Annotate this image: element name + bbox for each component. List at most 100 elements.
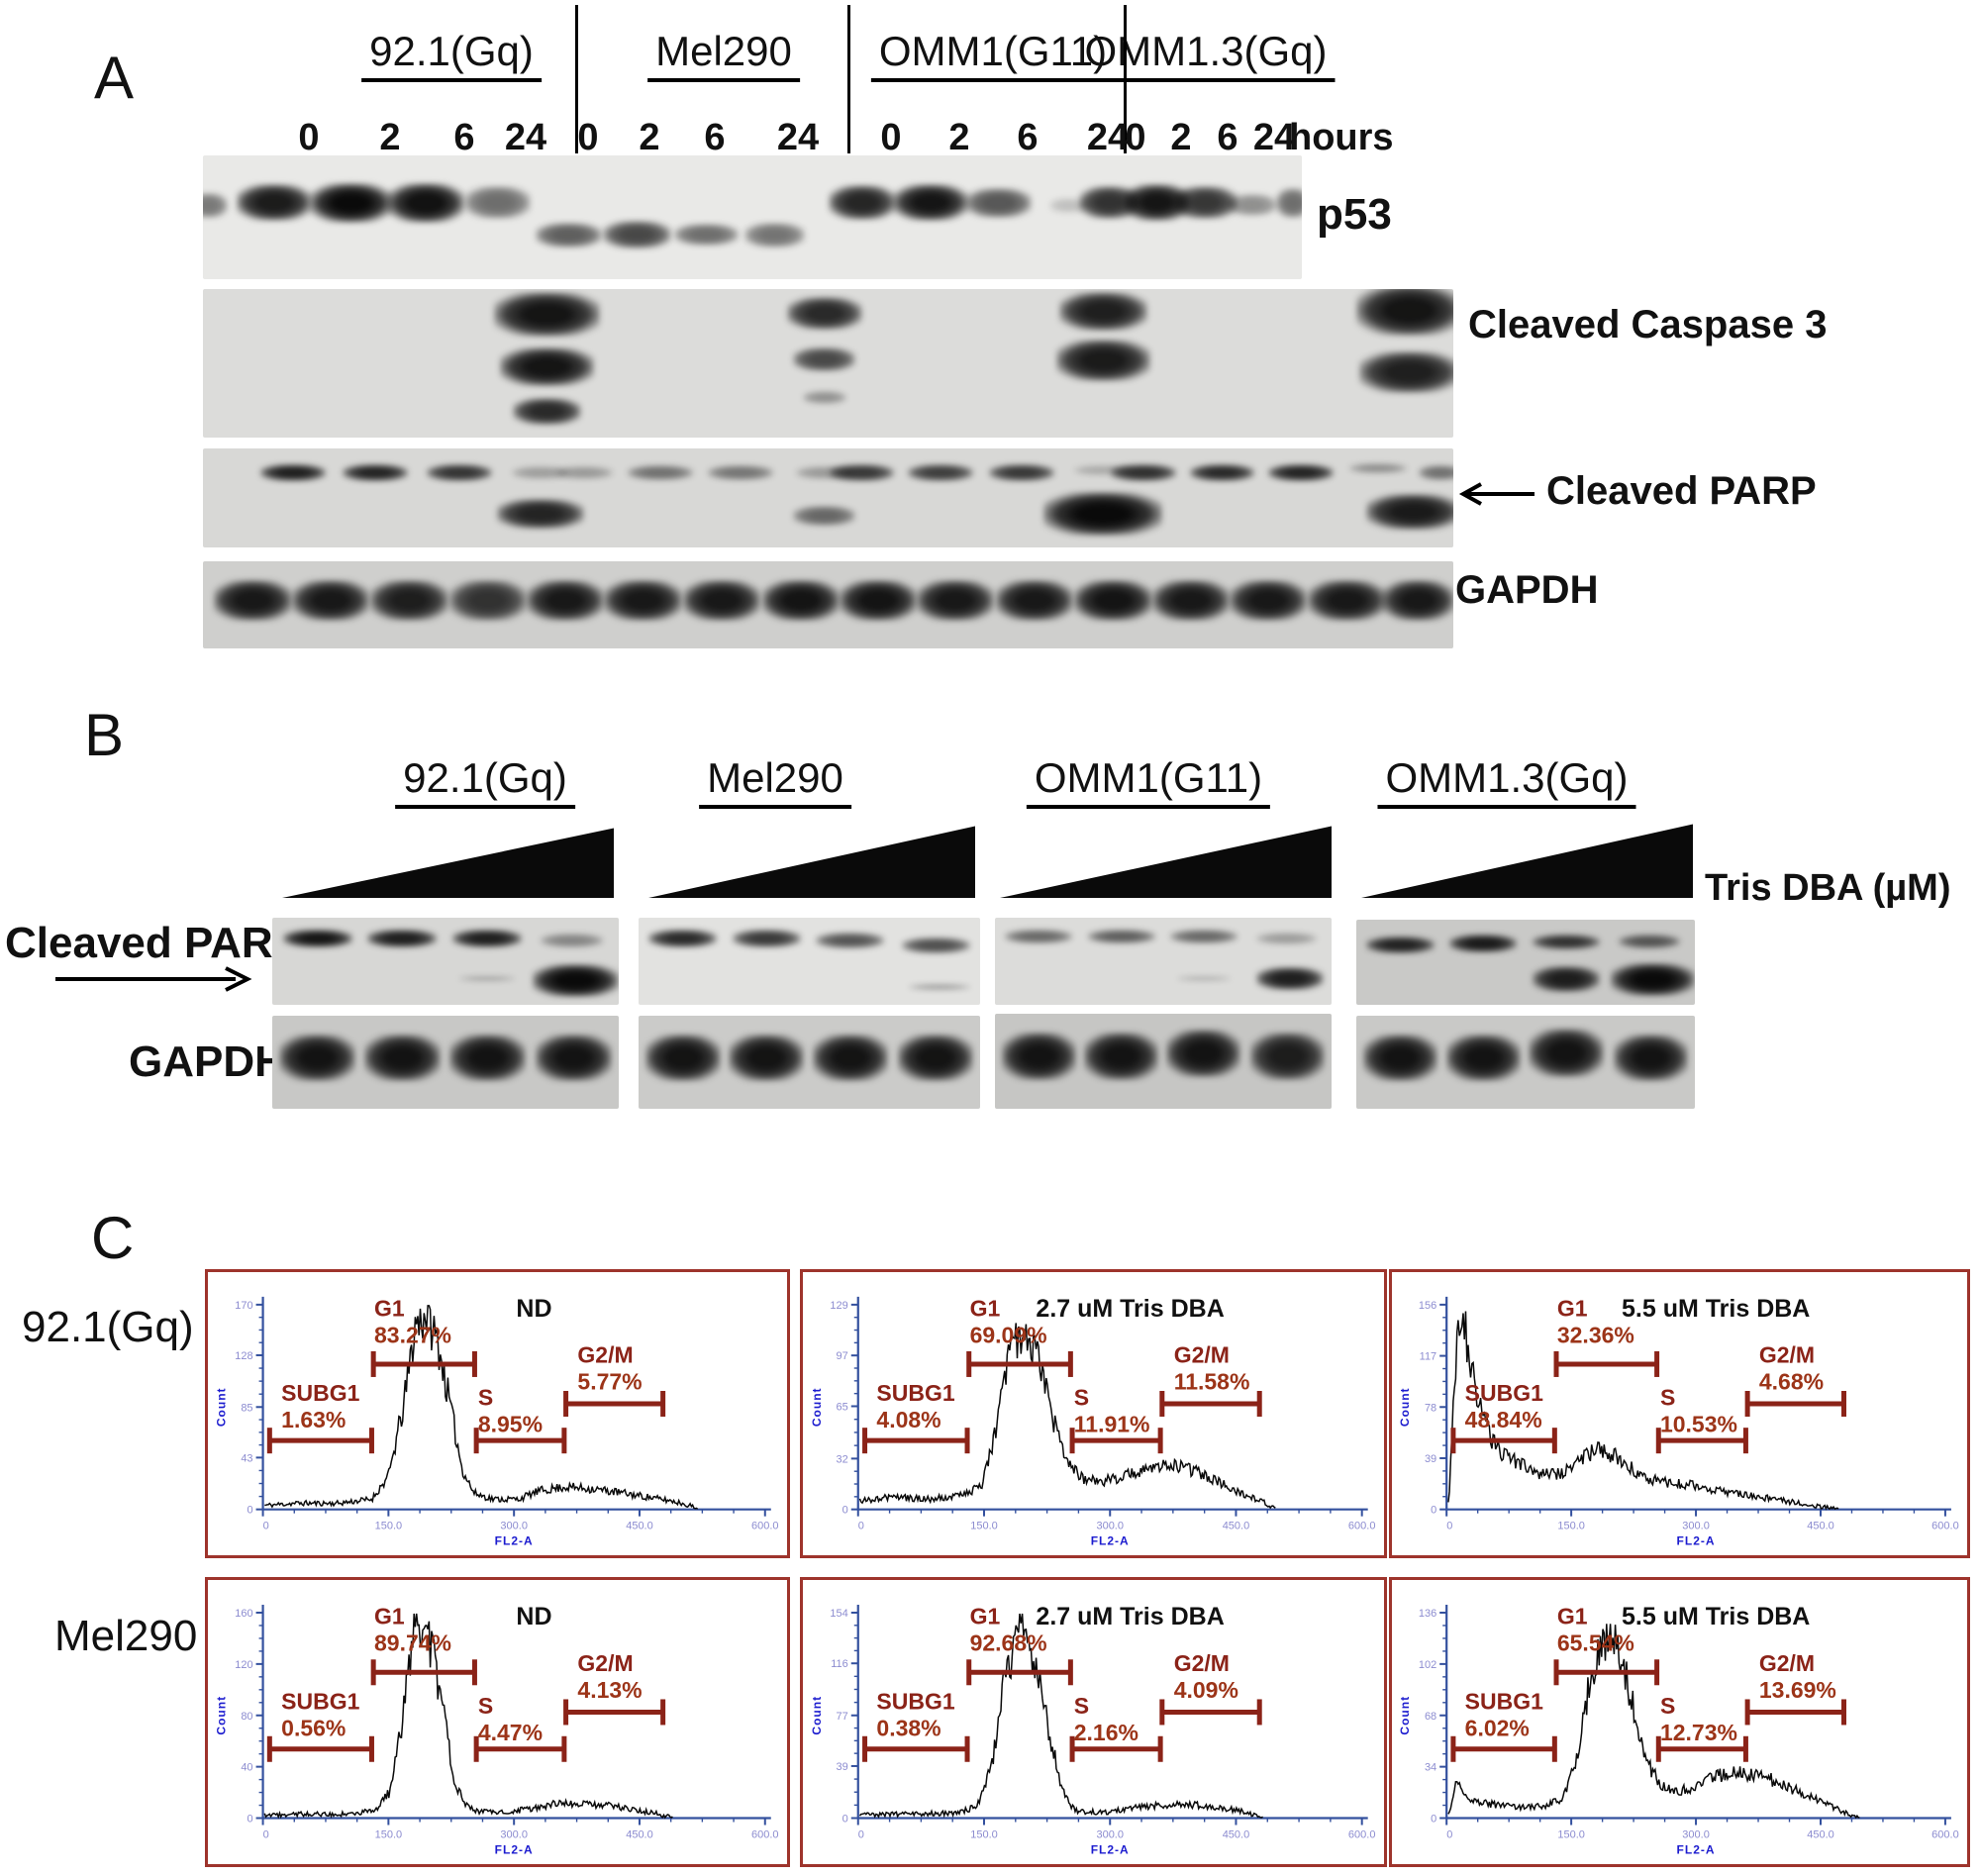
blot-band bbox=[898, 1034, 974, 1081]
blot-band bbox=[1074, 580, 1152, 621]
blot-band bbox=[343, 463, 409, 481]
svg-text:78: 78 bbox=[1425, 1402, 1436, 1414]
parp-blot-omm1.3 bbox=[1356, 920, 1695, 1005]
blot-band bbox=[1419, 464, 1453, 480]
svg-text:129: 129 bbox=[830, 1300, 847, 1312]
svg-text:600.0: 600.0 bbox=[751, 1829, 779, 1841]
blot-band bbox=[448, 1034, 526, 1081]
flow-histogram-plot: 0 32 65 97 129 0 150.0 300.0 450.0 600.0 FL2-A Coun… bbox=[810, 1295, 1376, 1548]
blot-band bbox=[496, 499, 585, 529]
parp-row-label: Cleaved PARP bbox=[5, 919, 302, 967]
timepoint-label: 0 bbox=[880, 117, 902, 158]
gate-name: S bbox=[1074, 1384, 1089, 1410]
p53-blot bbox=[203, 155, 1302, 279]
blot-band bbox=[1449, 935, 1518, 952]
blot-band bbox=[1001, 1033, 1076, 1081]
blot-band bbox=[1366, 937, 1435, 954]
svg-text:136: 136 bbox=[1419, 1608, 1436, 1620]
blot-band bbox=[708, 464, 773, 480]
blot-band bbox=[1059, 291, 1147, 331]
gate-percentage: 69.09% bbox=[970, 1322, 1047, 1347]
svg-text:34: 34 bbox=[1425, 1762, 1436, 1774]
blot-band bbox=[1043, 492, 1163, 536]
blot-band bbox=[1229, 580, 1308, 621]
gate-name: S bbox=[478, 1693, 493, 1719]
gate-percentage: 4.68% bbox=[1759, 1369, 1824, 1395]
timepoint-label: 24 bbox=[1086, 117, 1130, 158]
gate-name: S bbox=[478, 1384, 493, 1410]
blot-band bbox=[279, 1034, 355, 1081]
blot-band bbox=[1529, 1029, 1604, 1078]
blot-band bbox=[1613, 1034, 1689, 1081]
blot-band bbox=[541, 933, 604, 947]
svg-text:300.0: 300.0 bbox=[1682, 1829, 1710, 1841]
gate-name: G1 bbox=[374, 1603, 405, 1629]
blot-band bbox=[1308, 580, 1386, 621]
svg-text:150.0: 150.0 bbox=[1557, 1521, 1585, 1532]
blot-band bbox=[908, 984, 970, 991]
gate-name: S bbox=[1660, 1693, 1675, 1719]
cell-line-header: OMM1(G11) bbox=[1026, 754, 1271, 809]
svg-text:300.0: 300.0 bbox=[1682, 1521, 1710, 1532]
row-label-mel290: Mel290 bbox=[54, 1612, 198, 1660]
svg-text:600.0: 600.0 bbox=[1348, 1521, 1376, 1532]
svg-text:150.0: 150.0 bbox=[375, 1521, 403, 1532]
gate-name: SUBG1 bbox=[281, 1688, 359, 1714]
gate-percentage: 11.91% bbox=[1074, 1411, 1150, 1436]
gate-percentage: 65.54% bbox=[1557, 1629, 1634, 1655]
svg-text:0: 0 bbox=[858, 1521, 864, 1532]
gate-percentage: 13.69% bbox=[1759, 1677, 1836, 1703]
gate-percentage: 89.74% bbox=[374, 1629, 451, 1655]
protein-label-gapdh: GAPDH bbox=[1455, 568, 1599, 612]
blot-band bbox=[648, 930, 718, 947]
svg-text:43: 43 bbox=[241, 1452, 252, 1464]
gate-percentage: 4.47% bbox=[478, 1720, 543, 1745]
svg-text:150.0: 150.0 bbox=[1557, 1829, 1585, 1841]
blot-band bbox=[493, 292, 600, 337]
flow-histogram-box: 0 39 78 117 156 0 150.0 300.0 450.0 600.0 FL2-A Cou… bbox=[1389, 1269, 1970, 1558]
blot-band bbox=[1084, 1033, 1158, 1081]
dose-axis-label: Tris DBA (µM) bbox=[1705, 867, 1951, 909]
svg-text:117: 117 bbox=[1420, 1351, 1437, 1363]
gate-name: G1 bbox=[374, 1295, 405, 1321]
blot-band bbox=[536, 222, 602, 247]
histogram-curve bbox=[1447, 1311, 1839, 1511]
blot-band bbox=[427, 463, 492, 481]
gate-percentage: 48.84% bbox=[1465, 1407, 1542, 1432]
svg-text:0: 0 bbox=[1446, 1829, 1452, 1841]
gate-percentage: 4.13% bbox=[577, 1677, 642, 1703]
blot-band bbox=[512, 397, 582, 425]
flow-histogram-plot: 0 34 68 102 136 0 150.0 300.0 450.0 600.0 FL2-A Cou… bbox=[1398, 1603, 1958, 1857]
blot-band bbox=[893, 183, 968, 222]
timepoint-label: 6 bbox=[1217, 117, 1238, 158]
svg-text:450.0: 450.0 bbox=[626, 1829, 653, 1841]
blot-band bbox=[1349, 463, 1408, 473]
gate-name: G2/M bbox=[1174, 1650, 1230, 1676]
flow-histogram-plot: 0 43 85 128 170 0 150.0 300.0 450.0 600.0 FL2-A Cou… bbox=[215, 1295, 779, 1548]
flow-histogram-box: 0 43 85 128 170 0 150.0 300.0 450.0 600.0 FL2-A Cou… bbox=[205, 1269, 790, 1558]
right-arrow-icon bbox=[55, 966, 252, 992]
x-axis-label: FL2-A bbox=[495, 1843, 534, 1857]
svg-text:600.0: 600.0 bbox=[751, 1521, 779, 1532]
gate-percentage: 11.58% bbox=[1174, 1369, 1250, 1395]
blot-band bbox=[1255, 932, 1317, 945]
gate-percentage: 1.63% bbox=[281, 1407, 346, 1432]
blot-band bbox=[1151, 580, 1230, 621]
gate-name: SUBG1 bbox=[876, 1688, 954, 1714]
blot-band bbox=[1610, 962, 1695, 996]
panel-a-label: A bbox=[94, 45, 135, 111]
gate-percentage: 8.95% bbox=[478, 1411, 543, 1436]
gate-percentage: 12.73% bbox=[1660, 1720, 1737, 1745]
timepoint-label: 6 bbox=[1017, 117, 1039, 158]
gate-percentage: 10.53% bbox=[1660, 1411, 1737, 1436]
gate-name: G2/M bbox=[1759, 1342, 1815, 1368]
blot-band bbox=[387, 182, 465, 223]
time-unit-label: hours bbox=[1289, 117, 1394, 158]
gapdh-blot bbox=[203, 561, 1453, 648]
timepoint-label: 2 bbox=[639, 117, 660, 158]
histogram-title: 5.5 uM Tris DBA bbox=[1622, 1603, 1810, 1630]
blot-band bbox=[839, 580, 918, 621]
flow-histogram-plot: 0 39 78 117 156 0 150.0 300.0 450.0 600.0 FL2-A Cou… bbox=[1398, 1295, 1958, 1548]
